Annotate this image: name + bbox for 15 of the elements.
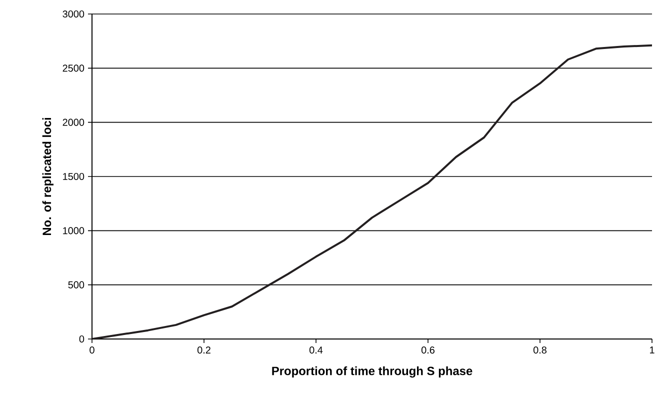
x-tick-label: 1 (650, 346, 654, 354)
x-tick-label: 0 (90, 346, 94, 354)
x-tick-label: 0.4 (309, 346, 323, 354)
y-tick-label: 3000 (62, 10, 84, 18)
x-tick-label: 0.6 (421, 346, 434, 354)
y-tick-label: 1000 (63, 227, 84, 234)
y-tick-label: 2000 (62, 118, 84, 126)
y-axis-title: No. of replicated loci (42, 118, 54, 236)
x-tick-label: 0.8 (533, 346, 546, 354)
y-tick-label: 2500 (62, 64, 84, 72)
y-tick-label: 500 (68, 281, 84, 288)
y-tick-label: 1500 (63, 172, 84, 180)
x-tick-label: 0.2 (197, 346, 210, 354)
y-tick-label: 0 (79, 335, 84, 343)
x-axis-title: Proportion of time through S phase (272, 366, 472, 378)
